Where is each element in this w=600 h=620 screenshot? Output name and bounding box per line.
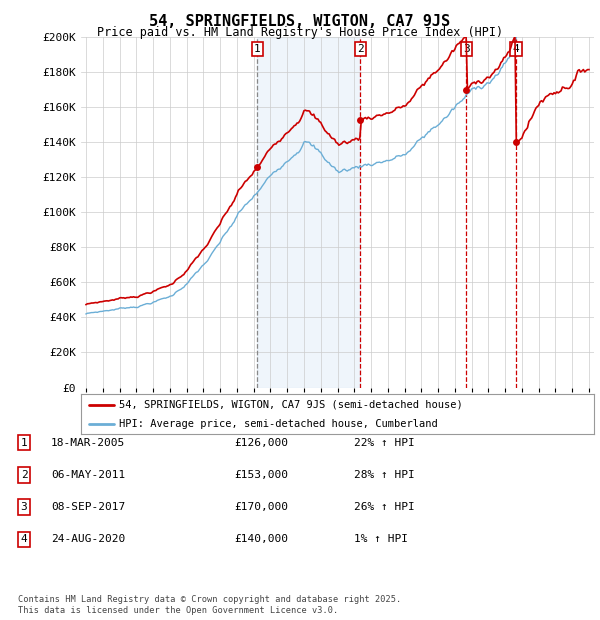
Text: 1: 1 <box>20 438 28 448</box>
Text: 18-MAR-2005: 18-MAR-2005 <box>51 438 125 448</box>
Text: 2: 2 <box>357 44 364 54</box>
Text: 1: 1 <box>254 44 260 54</box>
Text: HPI: Average price, semi-detached house, Cumberland: HPI: Average price, semi-detached house,… <box>119 419 438 429</box>
Text: £170,000: £170,000 <box>234 502 288 512</box>
Text: 22% ↑ HPI: 22% ↑ HPI <box>354 438 415 448</box>
Text: 08-SEP-2017: 08-SEP-2017 <box>51 502 125 512</box>
Text: 54, SPRINGFIELDS, WIGTON, CA7 9JS (semi-detached house): 54, SPRINGFIELDS, WIGTON, CA7 9JS (semi-… <box>119 400 463 410</box>
Text: 4: 4 <box>512 44 520 54</box>
Text: 1% ↑ HPI: 1% ↑ HPI <box>354 534 408 544</box>
Text: 28% ↑ HPI: 28% ↑ HPI <box>354 470 415 480</box>
Text: 54, SPRINGFIELDS, WIGTON, CA7 9JS: 54, SPRINGFIELDS, WIGTON, CA7 9JS <box>149 14 451 29</box>
Text: 4: 4 <box>20 534 28 544</box>
Text: Price paid vs. HM Land Registry's House Price Index (HPI): Price paid vs. HM Land Registry's House … <box>97 26 503 39</box>
Text: £153,000: £153,000 <box>234 470 288 480</box>
Bar <box>257 37 360 387</box>
Text: £140,000: £140,000 <box>234 534 288 544</box>
Text: Contains HM Land Registry data © Crown copyright and database right 2025.: Contains HM Land Registry data © Crown c… <box>18 595 401 604</box>
Text: 3: 3 <box>20 502 28 512</box>
Text: 26% ↑ HPI: 26% ↑ HPI <box>354 502 415 512</box>
Text: This data is licensed under the Open Government Licence v3.0.: This data is licensed under the Open Gov… <box>18 606 338 615</box>
Text: £126,000: £126,000 <box>234 438 288 448</box>
Text: 24-AUG-2020: 24-AUG-2020 <box>51 534 125 544</box>
Text: 3: 3 <box>463 44 470 54</box>
Text: 2: 2 <box>20 470 28 480</box>
Text: 06-MAY-2011: 06-MAY-2011 <box>51 470 125 480</box>
